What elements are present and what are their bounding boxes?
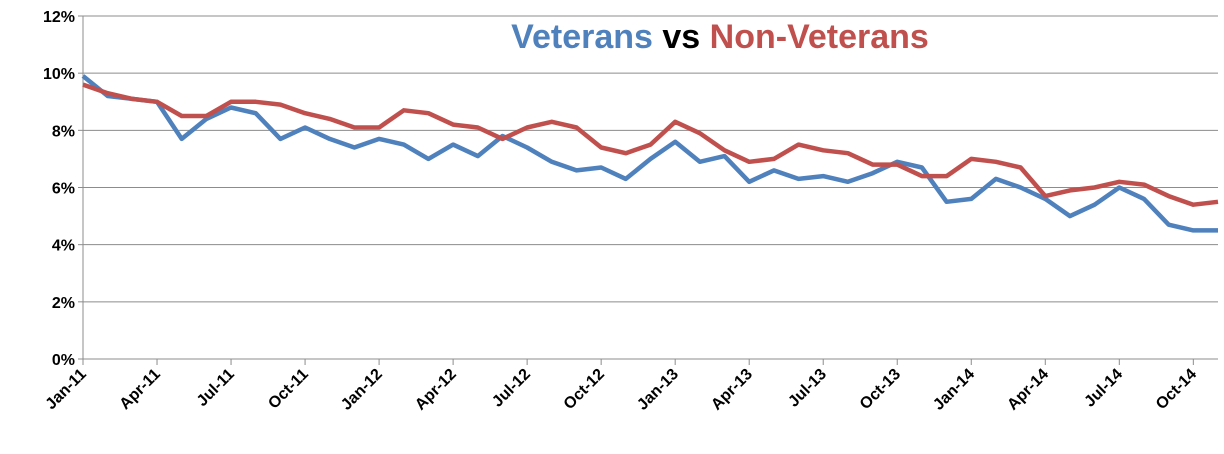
x-tick-label: Jan-12 xyxy=(338,366,386,414)
y-tick-label: 2% xyxy=(52,295,75,312)
x-tick-label: Apr-12 xyxy=(412,366,460,414)
series-line xyxy=(82,82,1219,207)
x-tick-label: Oct-14 xyxy=(1153,366,1200,413)
x-tick-label: Oct-11 xyxy=(265,366,312,413)
x-tick-label: Jul-11 xyxy=(194,366,238,410)
x-tick-label: Jan-13 xyxy=(634,366,682,414)
title-veterans: Veterans xyxy=(511,18,653,56)
y-tick-label: 10% xyxy=(43,66,75,83)
y-tick-label: 4% xyxy=(52,238,75,255)
title-vs: vs xyxy=(662,18,700,56)
series-line xyxy=(81,74,1218,233)
y-tick-label: 6% xyxy=(52,181,75,198)
x-tick-label: Jan-11 xyxy=(43,366,90,413)
y-tick-label: 12% xyxy=(43,9,75,26)
x-tick-label: Apr-11 xyxy=(117,366,164,413)
x-tick-label: Jul-14 xyxy=(1081,366,1126,411)
title-non-veterans: Non-Veterans xyxy=(710,18,929,56)
x-tick-label: Jul-12 xyxy=(489,366,534,411)
x-tick-label: Apr-14 xyxy=(1004,366,1052,414)
y-tick-label: 0% xyxy=(52,352,75,369)
x-tick-label: Jul-13 xyxy=(785,366,830,411)
x-tick-label: Apr-13 xyxy=(708,366,756,414)
x-tick-label: Oct-13 xyxy=(857,366,904,413)
chart-title: Veterans vs Non-Veterans xyxy=(511,18,929,56)
x-tick-label: Oct-12 xyxy=(561,366,608,413)
x-tick-label: Jan-14 xyxy=(930,366,978,414)
y-tick-label: 8% xyxy=(52,123,75,140)
